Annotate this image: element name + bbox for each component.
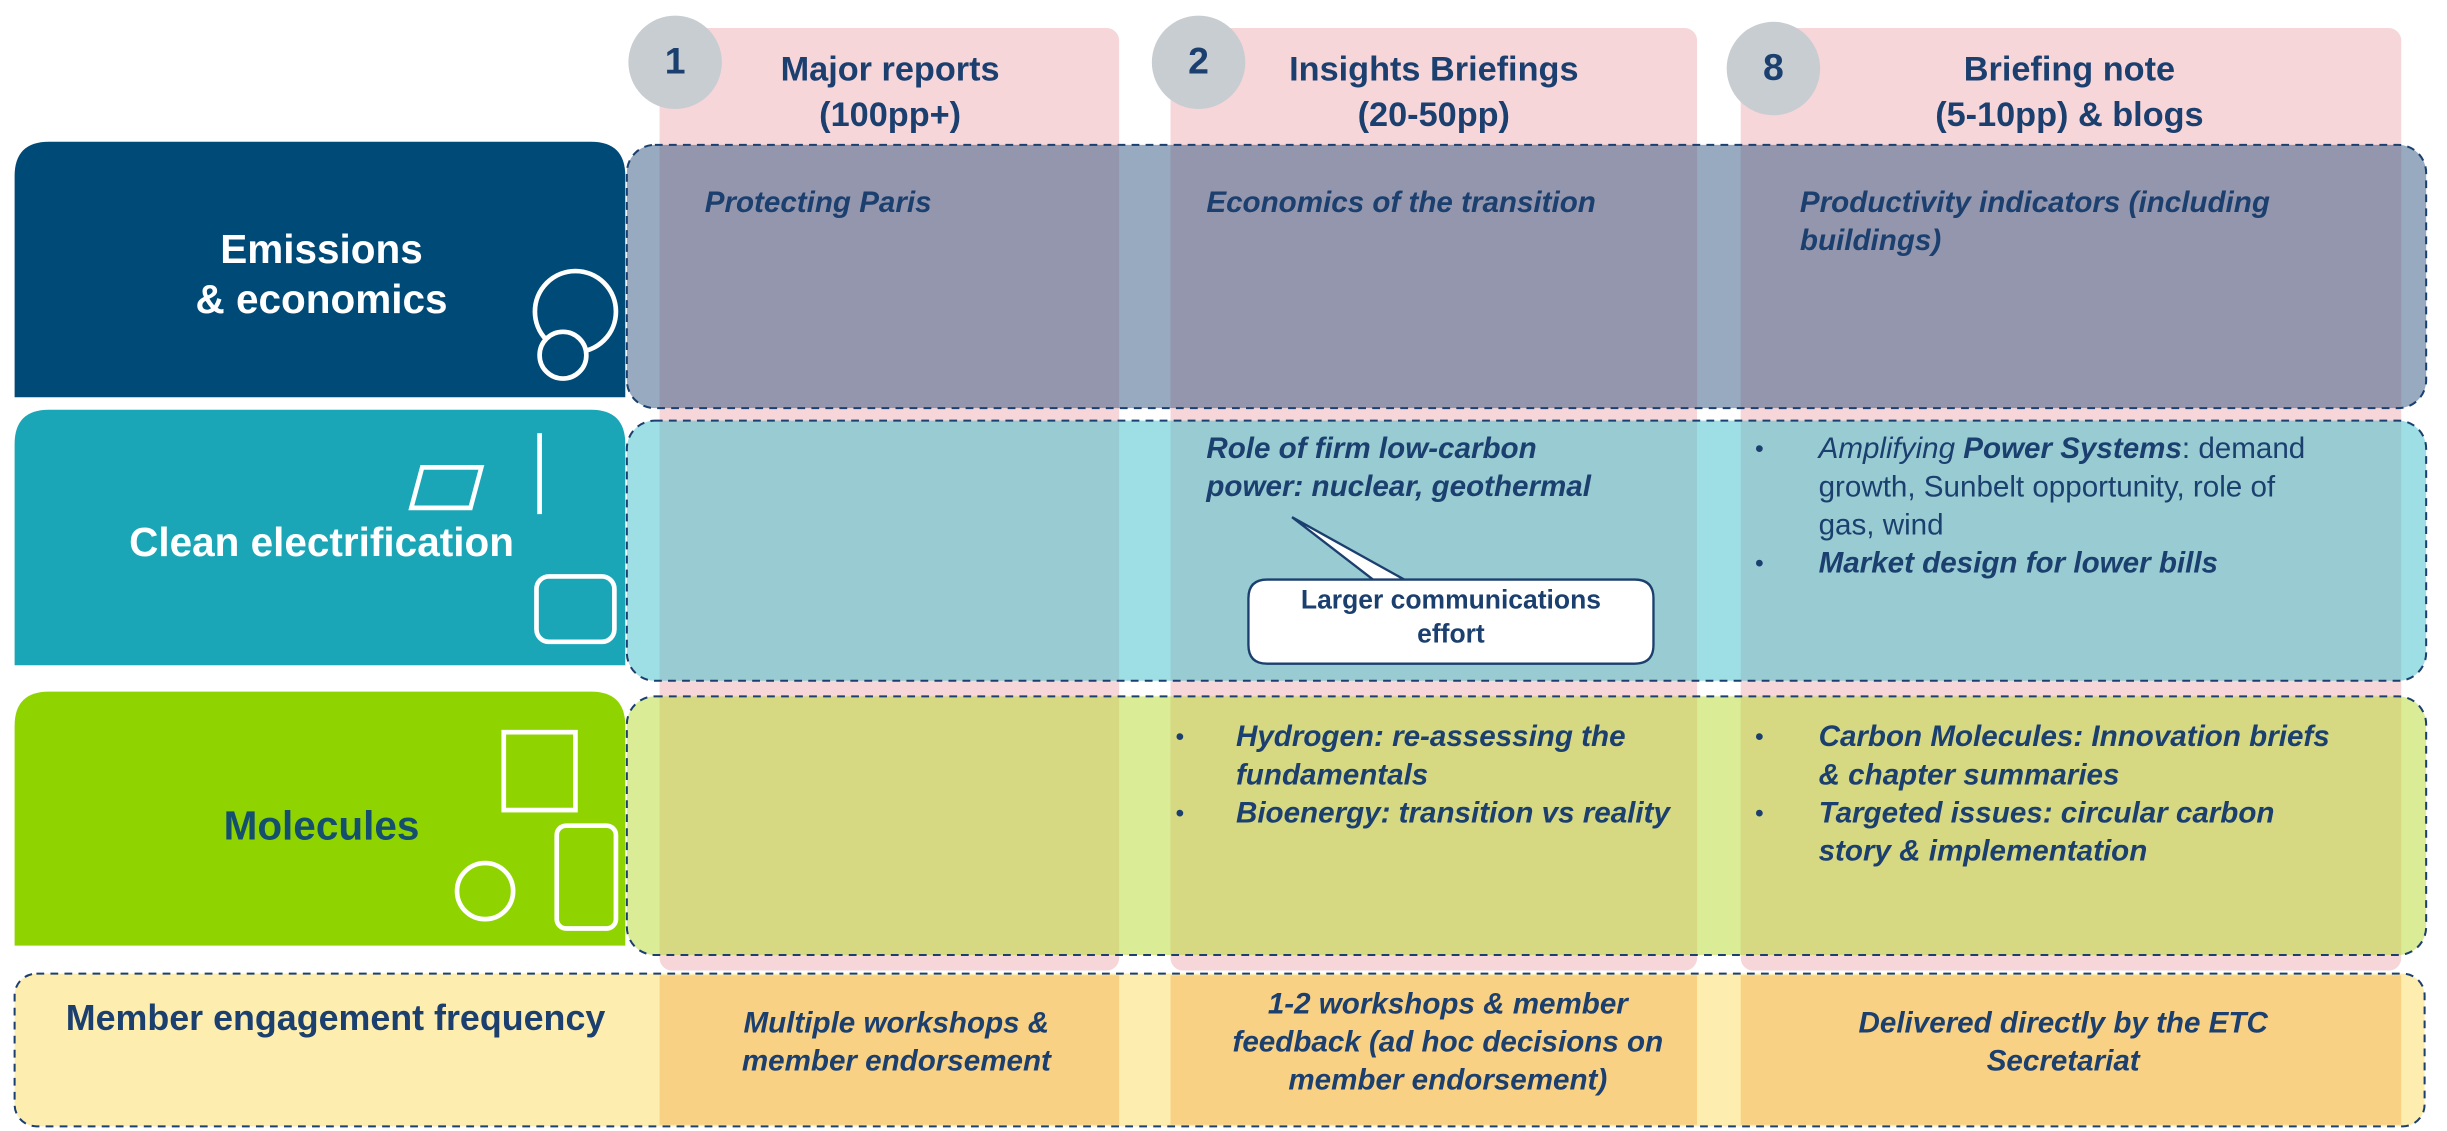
- engagement-text: member endorsement): [1288, 1064, 1607, 1097]
- bullet-text: Bioenergy: transition vs reality: [1236, 797, 1671, 830]
- column-title: (5-10pp) & blogs: [1935, 96, 2203, 134]
- column-number: 1: [665, 40, 686, 82]
- row-label: Molecules: [224, 802, 420, 848]
- column-number-badge: [628, 15, 722, 110]
- cell-text: Economics of the transition: [1206, 186, 1595, 219]
- row-overlay: [625, 143, 2428, 410]
- bullet-text: growth, Sunbelt opportunity, role of: [1819, 470, 2276, 503]
- canister-icon: [554, 823, 619, 931]
- column-title: (20-50pp): [1358, 96, 1510, 134]
- callout-text: Larger communications: [1301, 584, 1601, 614]
- bullet-text: Market design for lower bills: [1819, 547, 2218, 580]
- row-overlay: [625, 419, 2428, 682]
- column-title: (100pp+): [819, 96, 961, 134]
- bullet-text-part: : demand: [2182, 432, 2305, 465]
- cell-text: power: nuclear, geothermal: [1205, 470, 1591, 503]
- engagement-text: Multiple workshops &: [744, 1006, 1050, 1039]
- bullet: •: [1176, 723, 1185, 751]
- bullet-text: & chapter summaries: [1819, 758, 2120, 791]
- engagement-text: feedback (ad hoc decisions on: [1233, 1026, 1664, 1059]
- cell-text: buildings): [1800, 224, 1941, 257]
- engagement-label: Member engagement frequency: [66, 998, 606, 1038]
- column-title: Major reports: [781, 51, 1000, 89]
- row-label-box: [14, 141, 626, 398]
- flask-icon: [454, 860, 516, 922]
- bullet-text-part: Power Systems: [1963, 432, 2182, 465]
- bullet-text-part: gas, wind: [1819, 508, 1944, 541]
- bullet: •: [1755, 799, 1764, 827]
- column-number: 8: [1763, 46, 1784, 88]
- bullet-text-part: growth, Sunbelt opportunity, role of: [1819, 470, 2276, 503]
- bullet-text: story & implementation: [1819, 835, 2148, 868]
- bullet: •: [1755, 723, 1764, 751]
- cell-text: Role of firm low-carbon: [1206, 432, 1536, 465]
- row-label-box: [14, 691, 626, 946]
- cell-text: Productivity indicators (including: [1800, 186, 2270, 219]
- bullet: •: [1755, 549, 1764, 577]
- car-icon: [534, 574, 617, 645]
- bullet-text: gas, wind: [1819, 508, 1944, 541]
- row-overlay: [625, 695, 2428, 956]
- column-engagement-bg: [1740, 975, 2402, 1125]
- solar-icon: [408, 465, 485, 511]
- column-title: Insights Briefings: [1289, 51, 1578, 89]
- bullet-text-part: Market design for lower bills: [1819, 547, 2218, 580]
- bullet-text: Amplifying Power Systems: demand: [1817, 432, 2306, 465]
- row-label: & economics: [195, 276, 447, 322]
- engagement-text: member endorsement: [742, 1045, 1052, 1078]
- engagement-text: Secretariat: [1987, 1045, 2141, 1078]
- row-label: Emissions: [220, 226, 423, 272]
- column-title: Briefing note: [1964, 51, 2175, 89]
- callout-text: effort: [1417, 619, 1485, 649]
- engagement-text: 1-2 workshops & member: [1268, 987, 1629, 1020]
- bullet-text: Hydrogen: re-assessing the: [1236, 720, 1626, 753]
- column-number-badge: [1151, 15, 1246, 110]
- column-number-badge: [1726, 21, 1821, 116]
- bullet: •: [1176, 799, 1185, 827]
- row-label-box: [14, 409, 626, 666]
- engagement-text: Delivered directly by the ETC: [1859, 1006, 2269, 1039]
- bullet-text: Carbon Molecules: Innovation briefs: [1819, 720, 2330, 753]
- bullet: •: [1755, 435, 1764, 463]
- column-number: 2: [1188, 40, 1209, 82]
- row-label: Clean electrification: [129, 519, 514, 565]
- bullet-text-part: Amplifying: [1817, 432, 1964, 465]
- bullet-text: fundamentals: [1236, 758, 1428, 791]
- cell-text: Protecting Paris: [705, 186, 932, 219]
- money-bag-icon: [537, 329, 589, 381]
- bullet-text: Targeted issues: circular carbon: [1819, 797, 2275, 830]
- column-engagement-bg: [1170, 975, 1698, 1125]
- callout-box: [1247, 516, 1655, 665]
- factory-icon: [501, 729, 578, 813]
- column-engagement-bg: [659, 975, 1120, 1125]
